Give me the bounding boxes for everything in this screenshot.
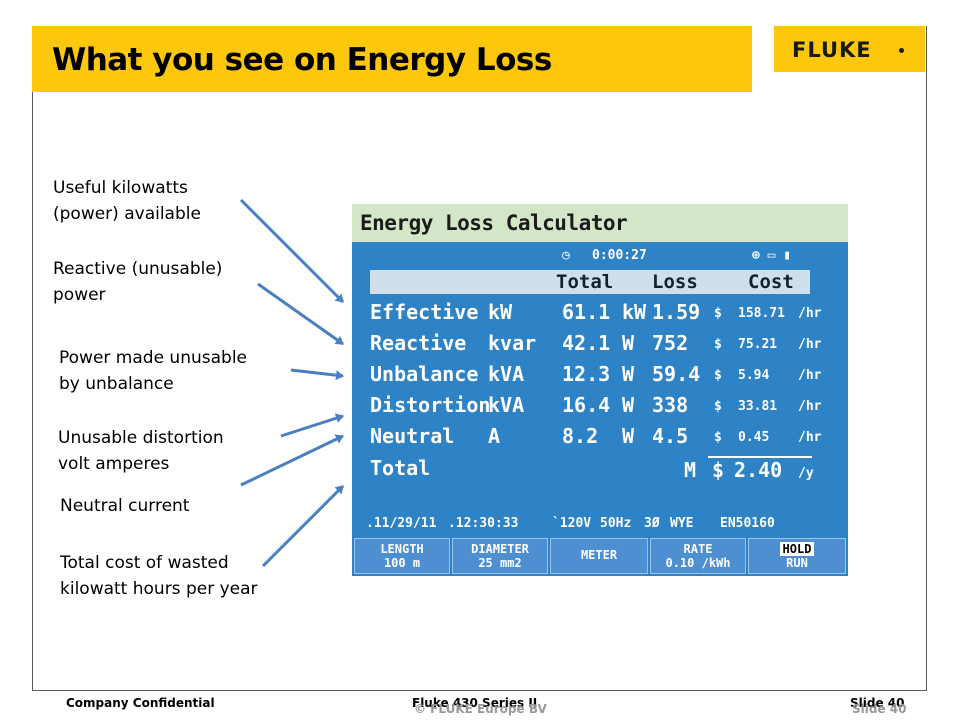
row-0-cur: $ (714, 306, 722, 321)
title-bar (32, 26, 752, 92)
row-4-name: Neutral (370, 424, 455, 448)
registered-mark-icon (899, 48, 904, 53)
fluke-logo-text: FLUKE (792, 38, 872, 62)
timer-icon: ◷ (562, 248, 570, 263)
footer-copyright: © FLUKE Europe BV (414, 702, 547, 716)
slide-title: What you see on Energy Loss (52, 42, 552, 78)
row-4-unit: A (488, 424, 501, 448)
row-3-loss-unit: W (622, 393, 635, 417)
row-0-cost: 158.71 (738, 306, 785, 321)
info-row: .11/29/11 .12:30:33 `120V 50Hz 3Ø WYE EN… (366, 516, 775, 531)
row-4-cost: 0.45 (738, 430, 770, 445)
total-row-value: 2.40 (734, 458, 783, 482)
status-icons: ⊕ ▭ ▮ (752, 248, 792, 263)
info-frequency: 50Hz (600, 516, 632, 531)
row-4-per: /hr (798, 430, 822, 445)
status-row: ◷ 0:00:27 ⊕ ▭ ▮ (352, 246, 848, 268)
header-total: Total (556, 271, 614, 293)
row-2-unit: kVA (488, 362, 525, 386)
fkey-hold-run[interactable]: HOLD RUN (748, 538, 846, 574)
total-row-prefix: M (684, 458, 697, 482)
label-neutral-current: Neutral current (60, 496, 190, 516)
fkey-length[interactable]: LENGTH 100 m (354, 538, 450, 574)
info-config: WYE (670, 516, 694, 531)
arrow-unbalance (290, 368, 344, 381)
arrow-effective (239, 198, 345, 304)
row-4-total: 8.2 (562, 424, 599, 448)
arrow-neutral (240, 434, 344, 487)
total-row-name: Total (370, 456, 431, 480)
row-2-name: Unbalance (370, 362, 479, 386)
row-3-cur: $ (714, 399, 722, 414)
row-3-name: Distortion (370, 393, 491, 417)
arrow-total (261, 484, 345, 568)
header-loss: Loss (652, 271, 698, 293)
total-row-per: /y (798, 466, 814, 481)
fkey-meter[interactable]: METER (550, 538, 648, 574)
timer: 0:00:27 (592, 248, 647, 263)
row-2-cur: $ (714, 368, 722, 383)
info-standard: EN50160 (720, 516, 775, 531)
row-1-total: 42.1 (562, 331, 611, 355)
info-phase: 3Ø (644, 516, 660, 531)
row-3-per: /hr (798, 399, 822, 414)
arrow-distortion (280, 413, 344, 438)
fkey-rate[interactable]: RATE 0.10 /kWh (650, 538, 746, 574)
row-0-per: /hr (798, 306, 822, 321)
row-1-unit: kvar (488, 331, 537, 355)
row-3-unit: kVA (488, 393, 525, 417)
row-4-loss: 4.5 (652, 424, 689, 448)
row-1-name: Reactive (370, 331, 467, 355)
row-2-total: 12.3 (562, 362, 611, 386)
info-time: .12:30:33 (448, 516, 519, 531)
row-4-loss-unit: W (622, 424, 635, 448)
total-divider (708, 456, 812, 458)
row-0-unit: kW (488, 300, 513, 324)
header-cost: Cost (748, 271, 794, 293)
row-0-name: Effective (370, 300, 479, 324)
label-useful-kilowatts: Useful kilowatts (power) available (53, 178, 201, 224)
label-unbalance: Power made unusable by unbalance (59, 348, 248, 394)
footer-confidential: Company Confidential (66, 696, 215, 710)
footer-slide-number-ghost: Slide 40 (852, 702, 907, 716)
fkey-diameter[interactable]: DIAMETER 25 mm2 (452, 538, 548, 574)
row-0-total: 61.1 (562, 300, 611, 324)
row-3-total: 16.4 (562, 393, 611, 417)
row-3-cost: 33.81 (738, 399, 778, 414)
screen-header: Energy Loss Calculator (352, 204, 848, 242)
row-3-loss: 338 (652, 393, 689, 417)
label-reactive-power: Reactive (unusable) power (53, 259, 223, 305)
row-1-cur: $ (714, 337, 722, 352)
info-date: .11/29/11 (366, 516, 437, 531)
row-2-loss: 59.4 (652, 362, 701, 386)
screen-title: Energy Loss Calculator (360, 211, 628, 235)
row-4-cur: $ (714, 430, 722, 445)
row-2-cost: 5.94 (738, 368, 770, 383)
row-1-loss-unit: W (622, 331, 635, 355)
row-1-loss: 752 (652, 331, 689, 355)
footer-product: Fluke 430 Series II (412, 696, 538, 710)
row-2-loss-unit: W (622, 362, 635, 386)
table-header-band (370, 270, 810, 294)
row-1-per: /hr (798, 337, 822, 352)
label-distortion: Unusable distortion volt amperes (58, 428, 224, 474)
energy-loss-screenshot: Energy Loss Calculator ◷ 0:00:27 ⊕ ▭ ▮ T… (352, 204, 848, 576)
row-0-loss: 1.59 (652, 300, 701, 324)
row-0-loss-unit: kW (622, 300, 647, 324)
row-1-cost: 75.21 (738, 337, 778, 352)
info-voltage: `120V (552, 516, 592, 531)
footer-slide-number: Slide 40 (850, 696, 905, 710)
label-total-cost: Total cost of wasted kilowatt hours per y… (60, 553, 258, 599)
total-row-currency: $ (712, 458, 725, 482)
row-2-per: /hr (798, 368, 822, 383)
arrow-reactive (257, 282, 344, 346)
